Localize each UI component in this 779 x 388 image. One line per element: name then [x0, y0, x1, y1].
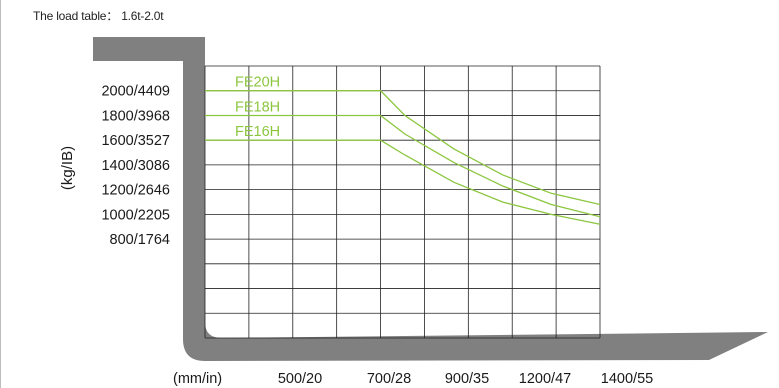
series-label-fe16h: FE16H — [235, 124, 280, 140]
y-tick-label: 1600/3527 — [101, 133, 170, 149]
x-tick-label: 700/28 — [367, 371, 411, 387]
grid — [204, 65, 601, 339]
x-tick-label: 1200/47 — [519, 371, 571, 387]
y-axis-ticks: 2000/4409 1800/3968 1600/3527 1400/3086 1200… — [101, 84, 170, 248]
x-axis-label: (mm/in) — [173, 371, 222, 387]
series-label-fe20h: FE20H — [235, 75, 280, 91]
series-line-fe20h — [205, 90, 601, 206]
series-lines — [205, 90, 601, 225]
y-tick-label: 1400/3086 — [101, 158, 170, 174]
y-tick-label: 1800/3968 — [101, 108, 170, 124]
y-tick-label: 2000/4409 — [101, 84, 170, 100]
y-tick-label: 1200/2646 — [101, 183, 170, 199]
x-tick-label: 1400/55 — [601, 371, 653, 387]
y-tick-label: 1000/2205 — [101, 207, 170, 223]
series-label-fe18h: FE18H — [235, 99, 280, 115]
left-frame-line — [0, 0, 1, 388]
x-tick-label: 500/20 — [278, 371, 322, 387]
series-line-fe16h — [205, 139, 601, 225]
y-axis-label: (kg/IB) — [59, 146, 76, 190]
series-line-fe18h — [205, 114, 601, 218]
chart-title: The load table： 1.6t-2.0t — [33, 9, 164, 23]
x-axis-ticks: 500/20 700/28 900/35 1200/47 1400/55 — [278, 371, 653, 387]
x-tick-label: 900/35 — [445, 371, 489, 387]
forklift-fork-shape — [93, 37, 768, 361]
y-tick-label: 800/1764 — [110, 232, 170, 248]
series-labels: FE20H FE18H FE16H — [235, 75, 280, 140]
